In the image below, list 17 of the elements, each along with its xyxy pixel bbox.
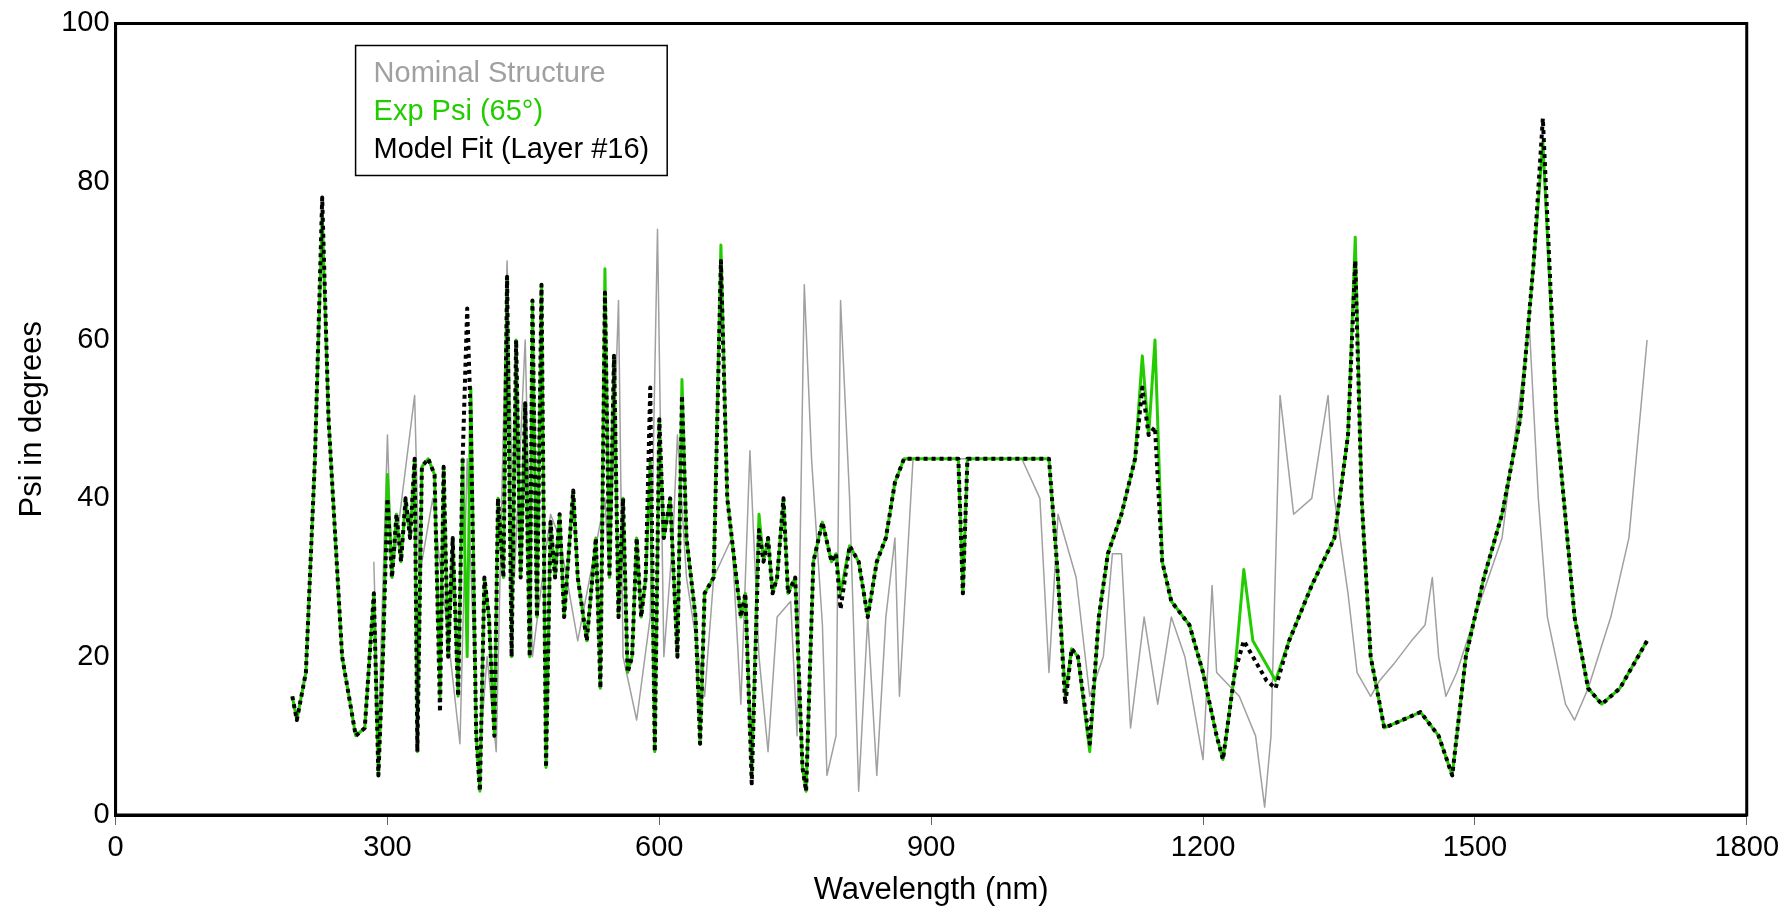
x-tick-label: 1500 (1442, 830, 1508, 863)
x-axis-title: Wavelength (nm) (813, 870, 1049, 906)
y-tick-label: 20 (77, 638, 110, 671)
x-tick-label: 1800 (1714, 830, 1779, 863)
x-tick-label: 600 (635, 830, 684, 863)
y-tick-label: 100 (61, 5, 110, 38)
y-tick-label: 40 (77, 480, 110, 513)
y-tick-label: 80 (77, 163, 110, 196)
x-tick-label: 1200 (1170, 830, 1236, 863)
text: Model Fit (Layer #16) (373, 132, 650, 165)
y-tick-label: 0 (93, 797, 110, 829)
text: Exp Psi (65°) (373, 94, 544, 127)
y-tick-label: 60 (77, 322, 110, 355)
text: Nominal Structure (373, 56, 606, 89)
x-tick-label: 900 (906, 830, 956, 863)
y-axis-title: Psi in degrees (13, 320, 49, 518)
x-tick-label: 300 (363, 830, 412, 863)
